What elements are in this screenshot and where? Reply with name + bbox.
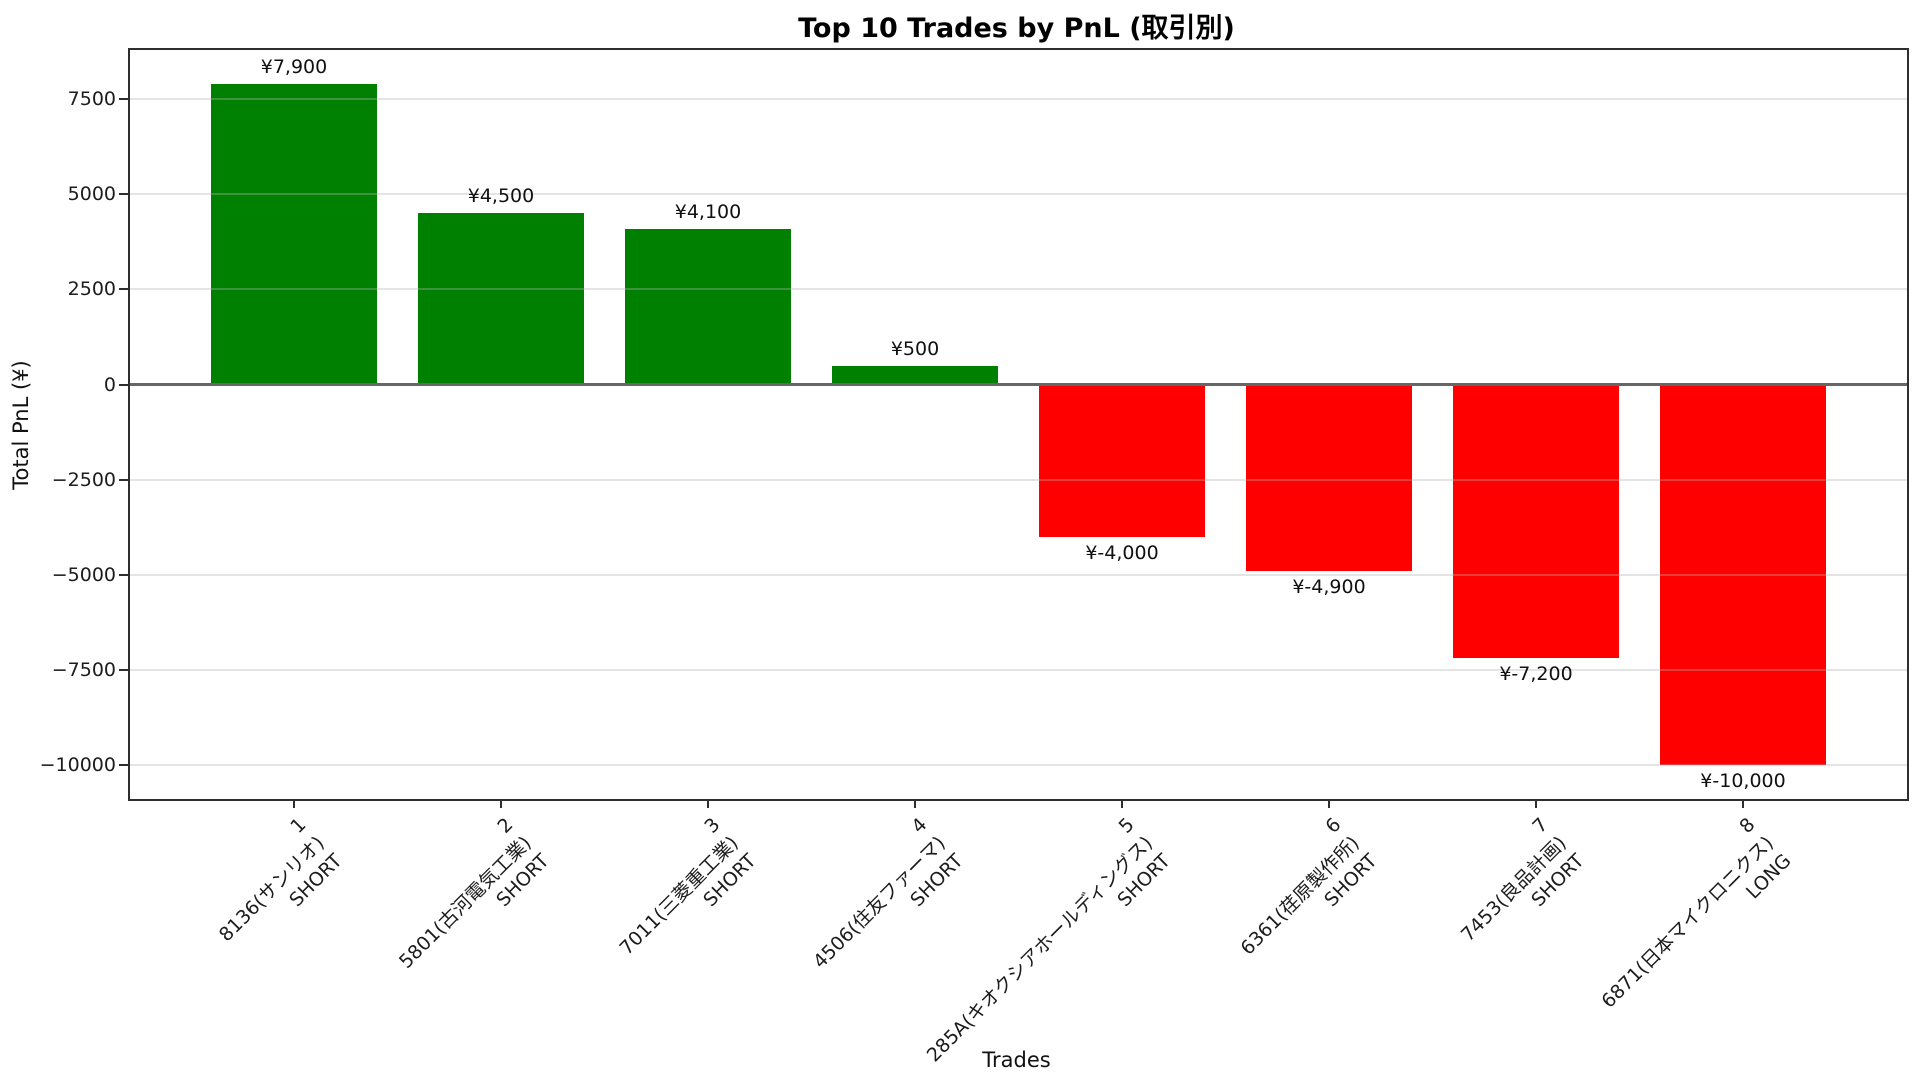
y-tick-label: −2500 xyxy=(51,468,116,491)
y-tick-mark xyxy=(119,383,128,386)
y-tick-mark xyxy=(119,478,128,481)
y-tick-label: 5000 xyxy=(67,183,116,206)
bar xyxy=(211,84,377,385)
gridline xyxy=(130,193,1907,196)
bar-value-label: ¥-7,200 xyxy=(1499,663,1573,686)
bar-value-label: ¥-4,000 xyxy=(1085,541,1159,564)
x-tick-mark xyxy=(707,799,709,808)
gridline xyxy=(130,478,1907,481)
y-tick-mark xyxy=(119,98,128,101)
bar xyxy=(832,365,998,385)
bar-value-label: ¥500 xyxy=(890,337,940,360)
x-tick-mark xyxy=(914,799,916,808)
y-tick-mark xyxy=(119,763,128,766)
y-tick-mark xyxy=(119,288,128,291)
gridline xyxy=(130,763,1907,766)
x-tick-label: 3 7011(三菱重工業) SHORT xyxy=(614,813,761,960)
bar-value-label: ¥-4,900 xyxy=(1292,575,1366,598)
bar-value-label: ¥4,100 xyxy=(674,200,742,223)
y-tick-label: −7500 xyxy=(51,658,116,681)
y-tick-mark xyxy=(119,668,128,671)
bar xyxy=(418,213,584,385)
bar-value-label: ¥-10,000 xyxy=(1700,769,1786,792)
x-tick-mark xyxy=(1742,799,1744,808)
y-tick-label: −10000 xyxy=(39,753,116,776)
y-axis-label: Total PnL (¥) xyxy=(9,360,33,490)
bar-value-label: ¥4,500 xyxy=(467,185,535,208)
bar xyxy=(1453,384,1619,659)
x-tick-label: 8 6871(日本マイクロニクス) LONG xyxy=(1596,813,1796,1013)
bar xyxy=(1246,384,1412,571)
x-tick-label: 4 4506(住友ファーマ) SHORT xyxy=(808,813,968,973)
y-tick-label: 2500 xyxy=(67,278,116,301)
x-tick-label: 6 6361(荏原製作所) SHORT xyxy=(1235,813,1382,960)
y-tick-mark xyxy=(119,193,128,196)
x-tick-mark xyxy=(500,799,502,808)
gridline xyxy=(130,98,1907,101)
bar xyxy=(625,228,791,385)
gridline xyxy=(130,288,1907,291)
x-axis-label: Trades xyxy=(982,1048,1051,1072)
x-tick-mark xyxy=(1328,799,1330,808)
x-tick-label: 2 5801(古河電気工業) SHORT xyxy=(394,813,554,973)
x-tick-label: 7 7453(良品計画) SHORT xyxy=(1456,813,1589,946)
y-tick-label: 7500 xyxy=(67,88,116,111)
x-tick-mark xyxy=(293,799,295,808)
x-tick-mark xyxy=(1121,799,1123,808)
gridline xyxy=(130,573,1907,576)
plot-area: 7500 5000 2500 0 −2500 −5000 −7500 −10000 ¥7,900… xyxy=(40,48,1909,1066)
bar-value-label: ¥7,900 xyxy=(260,56,328,79)
y-tick-label: 0 xyxy=(103,373,116,396)
bar xyxy=(1039,384,1205,537)
chart-title: Top 10 Trades by PnL (取引別) xyxy=(798,13,1235,44)
bar xyxy=(1660,384,1826,765)
zero-line xyxy=(130,383,1907,387)
y-tick-mark xyxy=(119,573,128,576)
x-tick-mark xyxy=(1535,799,1537,808)
x-tick-label: 1 8136(サンリオ) SHORT xyxy=(214,813,347,946)
y-tick-label: −5000 xyxy=(51,563,116,586)
gridline xyxy=(130,668,1907,671)
